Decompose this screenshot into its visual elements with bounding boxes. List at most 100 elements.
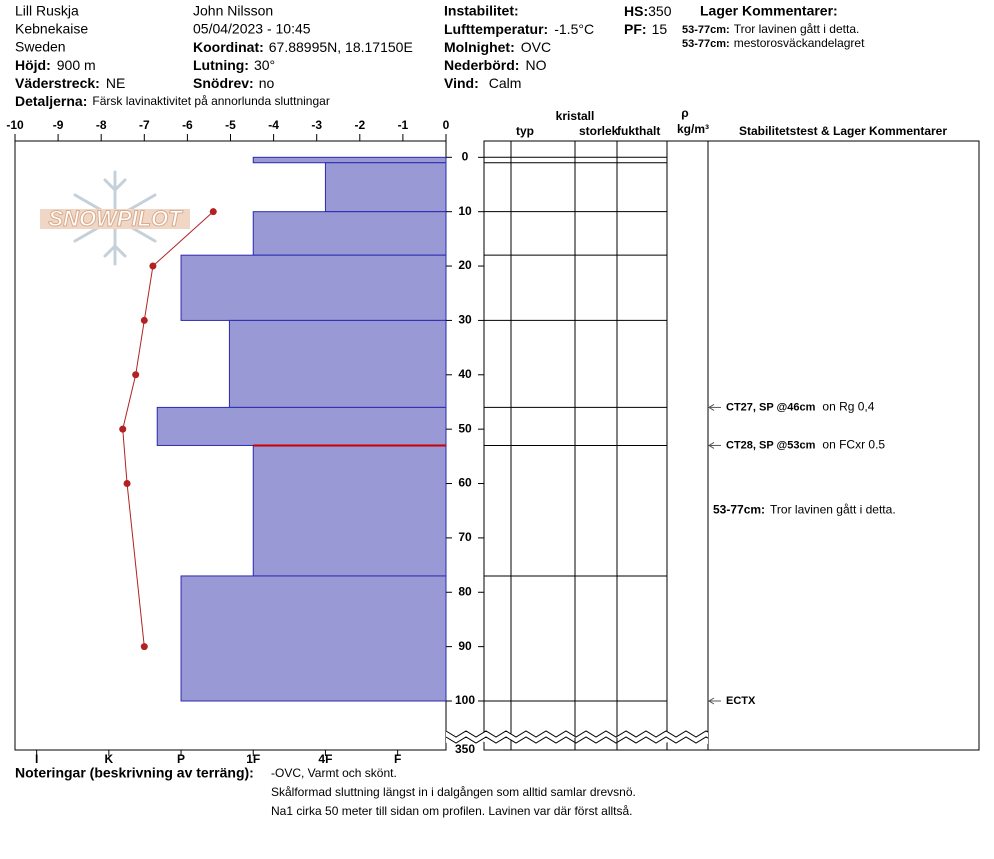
range: Kebnekaise	[15, 21, 88, 37]
axis-break	[445, 730, 709, 744]
y-tick-label: 0	[462, 149, 469, 163]
stability-test: CT27, SP @46cm on Rg 0,4	[726, 400, 875, 414]
hardness-layer	[252, 156, 447, 164]
value: Calm	[489, 75, 522, 91]
value: Tror lavinen gått i detta.	[734, 22, 860, 36]
x-tick-label: I	[35, 752, 38, 766]
label: 53-77cm:	[682, 38, 730, 50]
value: NO	[525, 57, 546, 73]
datetime: 05/04/2023 - 10:45	[193, 21, 311, 37]
x-tick-label: -6	[182, 118, 193, 132]
label: PF:	[624, 21, 647, 37]
value: 30°	[254, 57, 275, 73]
coordinates: Koordinat: 67.88995N, 18.17150E	[193, 39, 413, 55]
label: Vind:	[444, 75, 479, 91]
temperature-point	[123, 480, 131, 488]
value: 350	[648, 3, 672, 19]
details: Detaljerna: Färsk lavinaktivitet på annor…	[15, 93, 330, 109]
sky: Molnighet: OVC	[444, 39, 551, 55]
column-header: kg/m³	[677, 122, 709, 136]
label: Lutning:	[193, 57, 249, 73]
temperature-point	[132, 371, 140, 379]
x-tick-label: 0	[443, 118, 450, 132]
layer-note-text: Tror lavinen gått i detta.	[770, 503, 896, 517]
x-tick-label: -8	[96, 118, 107, 132]
y-tick-label: 30	[458, 313, 472, 327]
label: 53-77cm:	[682, 24, 730, 36]
test-comment: on Rg 0,4	[822, 400, 874, 414]
y-tick-label: 70	[458, 530, 472, 544]
hardness-layer	[180, 575, 447, 702]
hardness-layer	[156, 406, 447, 446]
temperature-point	[140, 316, 148, 324]
column-header: typ	[516, 124, 534, 138]
y-tick-label: 80	[458, 584, 472, 598]
test-result: CT28, SP @53cm	[726, 439, 816, 451]
precipitation: Nederbörd: NO	[444, 57, 547, 73]
hardness-layer	[228, 319, 447, 408]
value: NE	[106, 75, 125, 91]
x-tick-label: -10	[6, 118, 24, 132]
label: Nederbörd:	[444, 57, 519, 73]
x-tick-label: -3	[311, 118, 322, 132]
y-tick-label: 60	[458, 476, 472, 490]
label: Koordinat:	[193, 39, 264, 55]
note-line: Na1 cirka 50 meter till sidan om profile…	[271, 804, 633, 818]
value: 900 m	[57, 57, 96, 73]
watermark-band	[40, 209, 190, 229]
x-tick-label: -2	[354, 118, 365, 132]
watermark-text: SNOWPILOT	[48, 206, 183, 231]
elevation: Höjd: 900 m	[15, 57, 96, 73]
stability-test: CT28, SP @53cm on FCxr 0.5	[726, 438, 885, 452]
stability-frame	[707, 140, 980, 751]
y-tick-label: 100	[455, 693, 475, 707]
layer-note-label: 53-77cm:	[713, 503, 765, 517]
test-result: ECTX	[726, 695, 756, 707]
observer: John Nilsson	[193, 3, 273, 19]
temperature-point	[209, 208, 217, 216]
test-arrowhead	[708, 403, 715, 411]
wind-loading: Snödrev: no	[193, 75, 274, 91]
test-result: CT27, SP @46cm	[726, 401, 816, 413]
hardness-layer	[252, 444, 447, 577]
instability: Instabilitet:	[444, 3, 519, 19]
wind: Vind: Calm	[444, 75, 521, 91]
column-header: storlek	[579, 124, 619, 138]
label: Lufttemperatur:	[444, 21, 548, 37]
test-comment: on FCxr 0.5	[822, 438, 885, 452]
temperature-point	[149, 262, 157, 270]
column-header: kristall	[556, 109, 595, 123]
label: HS:	[624, 3, 648, 19]
label: Molnighet:	[444, 39, 515, 55]
y-tick-label: 40	[458, 367, 472, 381]
pf: PF: 15	[624, 21, 667, 37]
column-header: fukthalt	[617, 124, 660, 138]
label: Höjd:	[15, 57, 51, 73]
test-arrowhead	[708, 697, 715, 705]
layer-comments-title: Lager Kommentarer:	[700, 3, 838, 19]
label: Detaljerna:	[15, 93, 87, 109]
x-tick-label: -7	[139, 118, 150, 132]
y-tick-label: 350	[455, 742, 475, 756]
place: Lill Ruskja	[15, 3, 79, 19]
value: 67.88995N, 18.17150E	[269, 39, 413, 55]
y-tick-label: 20	[458, 258, 472, 272]
x-tick-label: -5	[225, 118, 236, 132]
aspect: Väderstreck: NE	[15, 75, 125, 91]
country: Sweden	[15, 39, 66, 55]
value: -1.5°C	[554, 21, 594, 37]
column-header: ρ	[681, 106, 688, 120]
slope: Lutning: 30°	[193, 57, 275, 73]
x-tick-label: K	[105, 752, 114, 766]
x-tick-label: 4F	[318, 752, 332, 766]
hardness-layer	[180, 254, 447, 321]
layer-comment: 53-77cm: Tror lavinen gått i detta.	[682, 22, 859, 36]
x-tick-label: 1F	[246, 752, 260, 766]
x-tick-label: -4	[268, 118, 279, 132]
test-arrowhead	[708, 442, 715, 449]
x-tick-label: F	[394, 752, 401, 766]
label: Snödrev:	[193, 75, 254, 91]
column-header: Stabilitetstest & Lager Kommentarer	[739, 124, 947, 138]
value: no	[259, 75, 275, 91]
